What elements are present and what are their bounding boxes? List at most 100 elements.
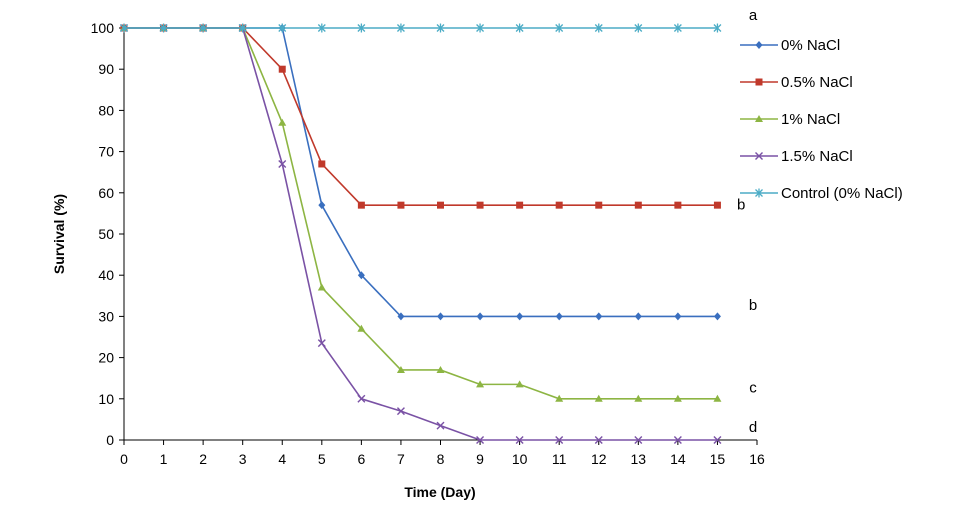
x-tick-label: 13 bbox=[631, 451, 647, 467]
data-point bbox=[436, 421, 445, 430]
data-point-stroke bbox=[515, 436, 524, 444]
data-point bbox=[476, 23, 485, 33]
y-tick-label: 30 bbox=[98, 308, 114, 324]
data-point bbox=[555, 394, 564, 402]
data-point bbox=[634, 201, 642, 209]
legend-label: 0.5% NaCl bbox=[781, 74, 853, 91]
data-point-stroke bbox=[396, 407, 405, 416]
significance-letter: c bbox=[749, 380, 757, 397]
legend-label: Control (0% NaCl) bbox=[781, 185, 903, 202]
data-point bbox=[594, 23, 603, 33]
data-point bbox=[317, 339, 326, 348]
data-point bbox=[713, 23, 722, 33]
series-line bbox=[124, 27, 718, 400]
legend-marker bbox=[755, 115, 763, 122]
data-point bbox=[634, 394, 643, 402]
significance-letter: a bbox=[749, 7, 758, 24]
data-point bbox=[357, 324, 366, 332]
legend-item: 0% NaCl bbox=[740, 37, 840, 54]
y-tick-label: 70 bbox=[98, 144, 114, 160]
data-point bbox=[594, 436, 603, 444]
legend-label: 1% NaCl bbox=[781, 111, 840, 128]
data-point bbox=[516, 312, 524, 321]
significance-annotations: a b b c d bbox=[737, 7, 758, 436]
data-point bbox=[595, 201, 603, 209]
y-tick-label: 80 bbox=[98, 102, 114, 118]
data-point-stroke bbox=[476, 436, 485, 444]
x-tick-label: 4 bbox=[278, 451, 286, 467]
data-point bbox=[437, 312, 444, 321]
x-tick-label: 3 bbox=[239, 451, 247, 467]
data-point bbox=[634, 436, 643, 444]
data-point bbox=[199, 23, 208, 33]
data-point bbox=[357, 394, 366, 403]
legend-label: 1.5% NaCl bbox=[781, 148, 853, 165]
data-point bbox=[238, 23, 247, 33]
data-point bbox=[120, 23, 128, 33]
data-point bbox=[396, 365, 405, 373]
data-point bbox=[515, 380, 524, 388]
data-point bbox=[713, 312, 721, 321]
legend-item: 1% NaCl bbox=[740, 111, 840, 128]
data-point bbox=[595, 312, 603, 321]
data-point bbox=[357, 201, 365, 209]
data-point bbox=[713, 201, 721, 209]
data-point bbox=[476, 312, 484, 321]
data-point bbox=[634, 23, 643, 33]
data-point bbox=[713, 436, 722, 444]
data-point-stroke bbox=[317, 339, 326, 348]
data-point bbox=[317, 23, 326, 33]
data-point bbox=[357, 23, 366, 33]
legend-marker bbox=[755, 41, 763, 49]
data-point bbox=[674, 201, 682, 209]
significance-letter: b bbox=[749, 297, 757, 314]
data-point bbox=[713, 394, 722, 402]
data-point bbox=[397, 312, 405, 321]
legend-marker-stroke bbox=[755, 152, 763, 160]
legend-marker bbox=[755, 188, 763, 198]
data-point bbox=[278, 159, 287, 168]
data-point-stroke bbox=[555, 436, 564, 444]
data-point bbox=[476, 201, 484, 209]
y-tick-label: 50 bbox=[98, 226, 114, 242]
data-point bbox=[396, 407, 405, 416]
series-line bbox=[124, 27, 718, 318]
data-point-stroke bbox=[594, 436, 603, 444]
data-point-stroke bbox=[713, 436, 722, 444]
data-point bbox=[555, 436, 564, 444]
x-tick-label: 5 bbox=[318, 451, 326, 467]
series-layer bbox=[120, 23, 722, 444]
series-0 bbox=[120, 24, 721, 321]
data-point bbox=[436, 23, 445, 33]
x-tick-label: 6 bbox=[357, 451, 365, 467]
x-tick-label: 8 bbox=[437, 451, 445, 467]
legend-label: 0% NaCl bbox=[781, 37, 840, 54]
series-line bbox=[124, 27, 718, 441]
data-point bbox=[318, 201, 326, 210]
data-point bbox=[634, 312, 642, 321]
legend-item: 0.5% NaCl bbox=[740, 74, 853, 91]
data-point-stroke bbox=[634, 436, 643, 444]
y-tick-label: 100 bbox=[91, 20, 115, 36]
x-axis-title: Time (Day) bbox=[404, 484, 475, 500]
x-tick-label: 0 bbox=[120, 451, 128, 467]
data-point bbox=[278, 65, 286, 73]
legend: 0% NaCl 0.5% NaCl 1% NaCl 1.5% NaCl Control … bbox=[740, 37, 903, 202]
series-1 bbox=[120, 24, 721, 209]
series-3 bbox=[120, 24, 722, 444]
significance-letter: b bbox=[737, 196, 745, 213]
significance-letter: d bbox=[749, 419, 757, 436]
x-tick-label: 7 bbox=[397, 451, 405, 467]
data-point bbox=[437, 201, 444, 209]
data-point bbox=[278, 118, 287, 126]
legend-marker bbox=[755, 152, 763, 160]
series-2 bbox=[120, 24, 722, 402]
data-point bbox=[436, 365, 445, 373]
x-tick-label: 16 bbox=[749, 451, 765, 467]
x-tick-label: 2 bbox=[199, 451, 207, 467]
data-point bbox=[317, 283, 326, 291]
data-point bbox=[555, 23, 564, 33]
data-point bbox=[673, 394, 682, 402]
data-point bbox=[476, 436, 485, 444]
